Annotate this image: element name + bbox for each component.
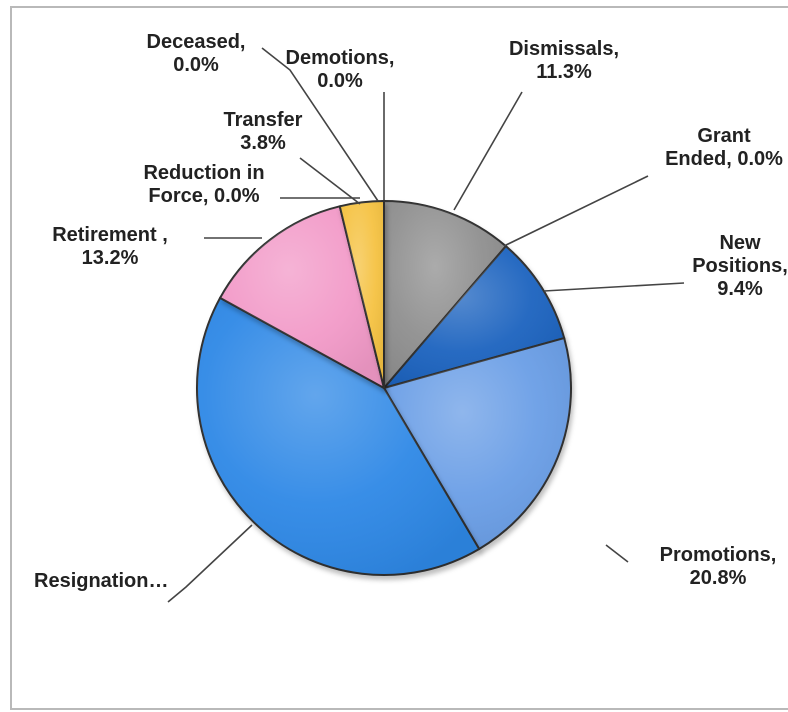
slice-label-reduction-in-force: Reduction in Force, 0.0% bbox=[143, 162, 264, 207]
leader-line-grant-ended bbox=[503, 175, 649, 247]
pie-slice-gloss-resignation bbox=[196, 297, 480, 575]
pie-slice-gloss-new-positions bbox=[384, 246, 565, 388]
pie-slice-gloss-transfer bbox=[339, 201, 384, 388]
leader-line-deceased bbox=[261, 47, 379, 202]
slice-label-resignation: Resignation… bbox=[34, 570, 168, 592]
slice-labels: Demotions, 0.0%Dismissals, 11.3%Grant Ended… bbox=[34, 31, 788, 592]
slice-label-grant-ended: Grant Ended, 0.0% bbox=[665, 125, 783, 170]
leader-line-resignation bbox=[167, 524, 253, 603]
slice-label-new-positions: New Positions, 9.4% bbox=[692, 232, 788, 300]
leader-line-new-positions bbox=[543, 282, 685, 292]
slice-label-line: Positions, bbox=[692, 255, 788, 277]
slice-label-line: Ended, 0.0% bbox=[665, 148, 783, 170]
slice-label-transfer: Transfer 3.8% bbox=[224, 109, 303, 154]
slice-label-dismissals: Dismissals, 11.3% bbox=[509, 38, 619, 83]
slice-label-line: Retirement , bbox=[52, 224, 168, 246]
pie-slices bbox=[196, 199, 572, 576]
slice-label-line: 0.0% bbox=[317, 70, 363, 92]
leader-line-dismissals bbox=[453, 91, 523, 211]
slice-label-line: Demotions, bbox=[286, 47, 395, 69]
slice-label-line: 0.0% bbox=[173, 54, 219, 76]
leader-lines bbox=[167, 47, 685, 603]
slice-label-line: 11.3% bbox=[536, 61, 592, 83]
pie-slice-gloss-promotions bbox=[384, 338, 571, 549]
slice-label-line: New bbox=[719, 232, 761, 254]
slice-label-line: 9.4% bbox=[717, 278, 763, 300]
leader-line-promotions bbox=[605, 544, 629, 563]
slice-label-line: Deceased, bbox=[147, 31, 246, 53]
slice-label-line: Grant bbox=[697, 125, 751, 147]
slice-label-line: Resignation… bbox=[34, 570, 168, 592]
slice-label-line: 13.2% bbox=[82, 247, 139, 269]
slice-label-promotions: Promotions, 20.8% bbox=[660, 544, 777, 589]
slice-label-retirement: Retirement , 13.2% bbox=[52, 224, 168, 269]
slice-label-line: Force, 0.0% bbox=[148, 185, 259, 207]
slice-label-demotions: Demotions, 0.0% bbox=[286, 47, 395, 92]
pie-slice-gloss-retirement bbox=[220, 206, 384, 388]
slice-label-line: 3.8% bbox=[240, 132, 286, 154]
slice-label-line: Reduction in bbox=[143, 162, 264, 184]
slice-label-deceased: Deceased, 0.0% bbox=[147, 31, 246, 76]
leader-line-transfer bbox=[299, 157, 361, 205]
slice-label-line: 20.8% bbox=[690, 567, 747, 589]
slice-label-line: Transfer bbox=[224, 109, 303, 131]
slice-label-line: Promotions, bbox=[660, 544, 777, 566]
pie-slice-gloss-dismissals bbox=[384, 201, 506, 388]
slice-label-line: Dismissals, bbox=[509, 38, 619, 60]
